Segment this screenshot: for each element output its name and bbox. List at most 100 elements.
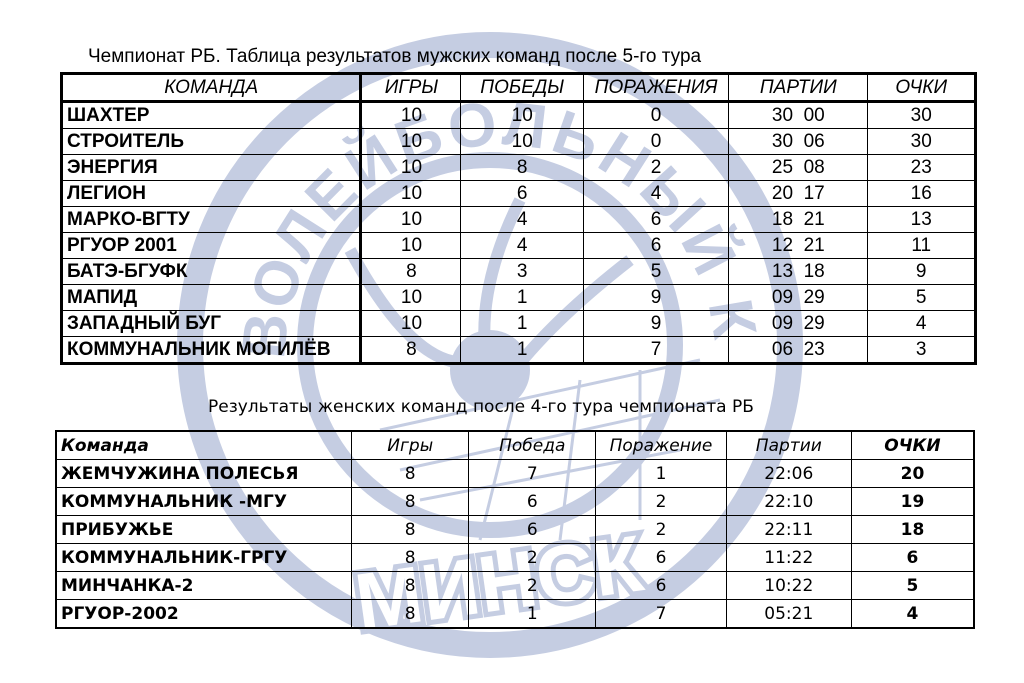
- cell-losses: 6: [595, 543, 727, 572]
- cell-points: 4: [850, 599, 975, 629]
- cell-games: 8: [351, 599, 470, 629]
- cell-wins: 10: [460, 101, 584, 129]
- table-row: КОММУНАЛЬНИК-ГРГУ 8 2 6 11:22 6: [55, 543, 975, 572]
- cell-losses: 7: [582, 336, 730, 364]
- table-row: КОММУНАЛЬНИК МОГИЛЁВ 8 1 7 06 23 3: [60, 336, 976, 364]
- cell-points: 9: [867, 258, 976, 285]
- men-table-title: Чемпионат РБ. Таблица результатов мужски…: [88, 46, 702, 67]
- table-row: КОММУНАЛЬНИК -МГУ 8 6 2 22:10 19: [55, 487, 975, 516]
- cell-wins: 8: [460, 154, 584, 181]
- cell-points: 6: [850, 543, 975, 572]
- cell-team: СТРОИТЕЛЬ: [60, 128, 363, 155]
- table-row: БАТЭ-БГУФК 8 3 5 13 18 9: [60, 258, 976, 285]
- cell-games: 10: [360, 232, 462, 259]
- cell-games: 10: [360, 154, 462, 181]
- cell-sets: 30 06: [728, 128, 869, 155]
- cell-points: 20: [850, 459, 975, 488]
- cell-sets: 22:10: [725, 487, 852, 516]
- cell-games: 10: [360, 206, 462, 233]
- table-row: МАПИД 10 1 9 09 29 5: [60, 284, 976, 311]
- cell-team: РГУОР 2001: [60, 232, 363, 259]
- table-row: МАРКО-ВГТУ 10 4 6 18 21 13: [60, 206, 976, 233]
- cell-sets: 05:21: [725, 599, 852, 629]
- cell-points: 5: [850, 571, 975, 600]
- table-row: ЖЕМЧУЖИНА ПОЛЕСЬЯ 8 7 1 22:06 20: [55, 459, 975, 488]
- cell-points: 4: [867, 310, 976, 337]
- cell-losses: 0: [582, 128, 730, 155]
- cell-wins: 2: [468, 571, 597, 600]
- cell-losses: 7: [595, 599, 727, 629]
- cell-wins: 1: [460, 310, 584, 337]
- column-header-team: Команда: [55, 430, 353, 460]
- cell-team: КОММУНАЛЬНИК -МГУ: [55, 487, 353, 516]
- cell-games: 10: [360, 128, 462, 155]
- cell-games: 10: [360, 180, 462, 207]
- cell-wins: 6: [468, 515, 597, 544]
- cell-wins: 4: [460, 232, 584, 259]
- column-header-wins: Победа: [468, 430, 597, 460]
- men-results-table: КОМАНДА ИГРЫ ПОБЕДЫ ПОРАЖЕНИЯ ПАРТИИ ОЧКИ ШАХ…: [60, 72, 977, 365]
- cell-games: 8: [360, 336, 462, 364]
- cell-games: 8: [351, 487, 470, 516]
- cell-games: 10: [360, 284, 462, 311]
- column-header-sets: Партии: [725, 430, 852, 460]
- cell-sets: 09 29: [728, 310, 869, 337]
- column-header-sets: ПАРТИИ: [728, 73, 869, 103]
- cell-games: 8: [351, 459, 470, 488]
- cell-losses: 0: [582, 101, 730, 129]
- cell-losses: 6: [582, 232, 730, 259]
- cell-sets: 18 21: [728, 206, 869, 233]
- cell-wins: 1: [460, 336, 584, 364]
- cell-wins: 10: [460, 128, 584, 155]
- cell-games: 8: [351, 543, 470, 572]
- cell-team: ЭНЕРГИЯ: [60, 154, 363, 181]
- cell-team: ШАХТЕР: [60, 101, 363, 129]
- table-row: ШАХТЕР 10 10 0 30 00 30: [60, 101, 976, 129]
- column-header-team: КОМАНДА: [60, 73, 363, 103]
- table-row: МИНЧАНКА-2 8 2 6 10:22 5: [55, 571, 975, 600]
- cell-wins: 4: [460, 206, 584, 233]
- cell-losses: 1: [595, 459, 727, 488]
- cell-losses: 2: [595, 487, 727, 516]
- column-header-losses: Поражение: [595, 430, 727, 460]
- cell-sets: 12 21: [728, 232, 869, 259]
- cell-losses: 6: [595, 571, 727, 600]
- column-header-games: Игры: [351, 430, 470, 460]
- cell-losses: 6: [582, 206, 730, 233]
- cell-games: 8: [360, 258, 462, 285]
- cell-team: КОММУНАЛЬНИК МОГИЛЁВ: [60, 336, 363, 364]
- cell-points: 19: [850, 487, 975, 516]
- table-row: СТРОИТЕЛЬ 10 10 0 30 06 30: [60, 128, 976, 155]
- cell-losses: 9: [582, 284, 730, 311]
- table-row: ПРИБУЖЬЕ 8 6 2 22:11 18: [55, 515, 975, 544]
- cell-losses: 2: [595, 515, 727, 544]
- cell-points: 30: [867, 128, 976, 155]
- cell-team: ЗАПАДНЫЙ БУГ: [60, 310, 363, 337]
- cell-points: 16: [867, 180, 976, 207]
- column-header-wins: ПОБЕДЫ: [460, 73, 584, 103]
- cell-sets: 09 29: [728, 284, 869, 311]
- cell-sets: 11:22: [725, 543, 852, 572]
- cell-sets: 22:11: [725, 515, 852, 544]
- cell-sets: 30 00: [728, 101, 869, 129]
- cell-points: 13: [867, 206, 976, 233]
- cell-sets: 06 23: [728, 336, 869, 364]
- cell-team: МАРКО-ВГТУ: [60, 206, 363, 233]
- cell-wins: 2: [468, 543, 597, 572]
- column-header-losses: ПОРАЖЕНИЯ: [582, 73, 730, 103]
- cell-wins: 1: [468, 599, 597, 629]
- cell-games: 8: [351, 515, 470, 544]
- cell-points: 3: [867, 336, 976, 364]
- cell-wins: 1: [460, 284, 584, 311]
- women-table-title: Результаты женских команд после 4-го тур…: [208, 397, 754, 417]
- cell-team: МИНЧАНКА-2: [55, 571, 353, 600]
- cell-points: 23: [867, 154, 976, 181]
- cell-points: 11: [867, 232, 976, 259]
- cell-losses: 5: [582, 258, 730, 285]
- cell-points: 5: [867, 284, 976, 311]
- cell-team: КОММУНАЛЬНИК-ГРГУ: [55, 543, 353, 572]
- cell-games: 8: [351, 571, 470, 600]
- cell-sets: 20 17: [728, 180, 869, 207]
- cell-team: РГУОР-2002: [55, 599, 353, 629]
- cell-losses: 9: [582, 310, 730, 337]
